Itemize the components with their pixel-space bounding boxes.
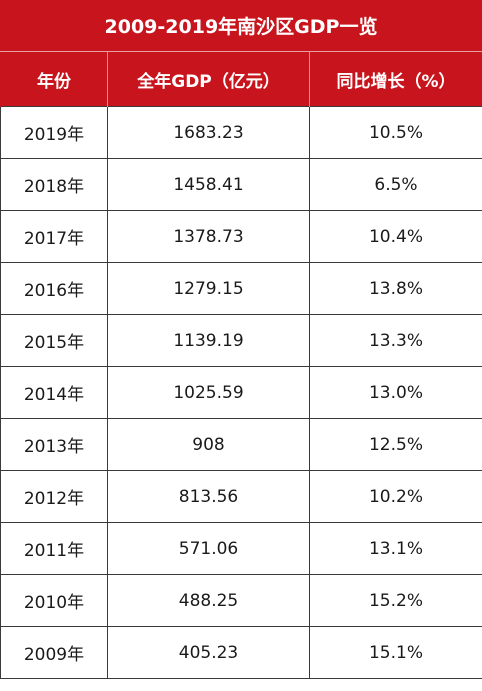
cell-year: 2018年 [0,158,108,211]
table-header: 年份 全年GDP（亿元） 同比增长（%） [0,52,482,107]
cell-gdp: 571.06 [107,522,310,575]
table-row: 2014年 1025.59 13.0% [0,366,482,419]
cell-growth: 15.2% [309,574,482,627]
table-row: 2009年 405.23 15.1% [0,626,482,679]
cell-year: 2010年 [0,574,108,627]
header-growth: 同比增长（%） [309,52,482,107]
cell-growth: 10.4% [309,210,482,263]
cell-year: 2016年 [0,262,108,315]
gdp-table: 年份 全年GDP（亿元） 同比增长（%） 2019年 1683.23 10.5%… [0,52,482,679]
header-row: 年份 全年GDP（亿元） 同比增长（%） [0,52,482,107]
table-body: 2019年 1683.23 10.5% 2018年 1458.41 6.5% 2… [0,106,482,679]
table-row: 2018年 1458.41 6.5% [0,158,482,211]
cell-growth: 12.5% [309,418,482,471]
cell-gdp: 405.23 [107,626,310,679]
cell-growth: 10.2% [309,470,482,523]
table-row: 2017年 1378.73 10.4% [0,210,482,263]
cell-gdp: 813.56 [107,470,310,523]
table-row: 2013年 908 12.5% [0,418,482,471]
cell-gdp: 1139.19 [107,314,310,367]
table-row: 2019年 1683.23 10.5% [0,106,482,159]
cell-growth: 10.5% [309,106,482,159]
cell-growth: 13.1% [309,522,482,575]
cell-year: 2013年 [0,418,108,471]
table-row: 2010年 488.25 15.2% [0,574,482,627]
cell-growth: 15.1% [309,626,482,679]
cell-year: 2019年 [0,106,108,159]
cell-gdp: 1025.59 [107,366,310,419]
header-gdp: 全年GDP（亿元） [107,52,310,107]
cell-year: 2011年 [0,522,108,575]
cell-growth: 13.3% [309,314,482,367]
cell-gdp: 908 [107,418,310,471]
table-row: 2015年 1139.19 13.3% [0,314,482,367]
cell-growth: 13.8% [309,262,482,315]
cell-gdp: 1279.15 [107,262,310,315]
table-title: 2009-2019年南沙区GDP一览 [0,0,482,52]
cell-year: 2009年 [0,626,108,679]
cell-gdp: 1378.73 [107,210,310,263]
cell-gdp: 488.25 [107,574,310,627]
cell-year: 2014年 [0,366,108,419]
table-row: 2012年 813.56 10.2% [0,470,482,523]
cell-gdp: 1683.23 [107,106,310,159]
cell-growth: 13.0% [309,366,482,419]
table-row: 2016年 1279.15 13.8% [0,262,482,315]
cell-year: 2017年 [0,210,108,263]
cell-year: 2015年 [0,314,108,367]
table-row: 2011年 571.06 13.1% [0,522,482,575]
cell-gdp: 1458.41 [107,158,310,211]
header-year: 年份 [0,52,108,107]
cell-year: 2012年 [0,470,108,523]
cell-growth: 6.5% [309,158,482,211]
